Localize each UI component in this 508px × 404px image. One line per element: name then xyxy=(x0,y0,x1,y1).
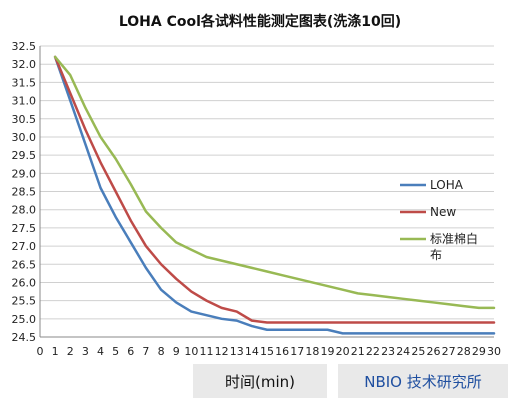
brand-watermark: NBIO 技术研究所 xyxy=(338,364,508,398)
y-tick-label: 28.0 xyxy=(12,204,37,217)
x-tick-label: 5 xyxy=(112,345,119,358)
x-tick-label: 0 xyxy=(37,345,44,358)
y-tick-label: 26.0 xyxy=(12,276,37,289)
y-tick-label: 25.0 xyxy=(12,313,37,326)
x-axis-label: 时间(min) xyxy=(193,364,327,398)
x-tick-label: 12 xyxy=(215,345,229,358)
y-tick-label: 32.5 xyxy=(12,40,37,53)
series-line-1 xyxy=(53,55,496,324)
y-tick-label: 24.5 xyxy=(12,331,37,344)
chart-title: LOHA Cool各试料性能测定图表(洗涤10回) xyxy=(119,13,401,30)
x-tick-label: 16 xyxy=(275,345,289,358)
x-tick-label: 17 xyxy=(290,345,304,358)
x-tick-label: 20 xyxy=(336,345,350,358)
x-tick-label: 26 xyxy=(426,345,440,358)
x-tick-label: 1 xyxy=(52,345,59,358)
y-tick-label: 30.0 xyxy=(12,131,37,144)
x-tick-label: 22 xyxy=(366,345,380,358)
x-tick-label: 15 xyxy=(260,345,274,358)
series-line-2 xyxy=(53,55,496,310)
y-tick-label: 31.0 xyxy=(12,95,37,108)
legend-label: New xyxy=(430,205,456,219)
series-layer xyxy=(53,55,496,335)
x-tick-label: 2 xyxy=(67,345,74,358)
x-tick-label: 19 xyxy=(321,345,335,358)
y-tick-label: 31.5 xyxy=(12,76,37,89)
x-tick-label: 14 xyxy=(245,345,259,358)
x-tick-label: 23 xyxy=(381,345,395,358)
x-tick-label: 18 xyxy=(305,345,319,358)
x-tick-label: 13 xyxy=(230,345,244,358)
x-tick-label: 21 xyxy=(351,345,365,358)
y-tick-label: 30.5 xyxy=(12,113,37,126)
y-tick-label: 26.5 xyxy=(12,258,37,271)
x-tick-label: 30 xyxy=(487,345,501,358)
y-tick-label: 29.0 xyxy=(12,167,37,180)
x-tick-label: 7 xyxy=(142,345,149,358)
y-tick-label: 27.0 xyxy=(12,240,37,253)
y-tick-label: 25.5 xyxy=(12,295,37,308)
x-tick-label: 25 xyxy=(411,345,425,358)
grid-layer xyxy=(40,45,494,338)
x-tick-label: 9 xyxy=(173,345,180,358)
legend-label: 标准棉白 xyxy=(430,231,478,246)
legend-label-wrap: 布 xyxy=(430,248,442,262)
x-tick-label: 8 xyxy=(158,345,165,358)
x-tick-label: 27 xyxy=(442,345,456,358)
legend-label: LOHA xyxy=(430,178,464,192)
x-tick-label: 11 xyxy=(199,345,213,358)
x-tick-label: 10 xyxy=(184,345,198,358)
x-tick-label: 4 xyxy=(97,345,104,358)
y-tick-label: 32.0 xyxy=(12,58,37,71)
y-tick-label: 28.5 xyxy=(12,186,37,199)
x-tick-label: 6 xyxy=(127,345,134,358)
axis-layer: 24.5 25.0 25.5 26.0 26.5 27.0 27.5 28.0 28.5 29.0… xyxy=(12,40,502,358)
y-tick-label: 29.5 xyxy=(12,149,37,162)
x-tick-label: 24 xyxy=(396,345,410,358)
x-tick-label: 3 xyxy=(82,345,89,358)
x-tick-label: 28 xyxy=(457,345,471,358)
series-line-0 xyxy=(53,55,496,335)
x-tick-label: 29 xyxy=(472,345,486,358)
y-tick-label: 27.5 xyxy=(12,222,37,235)
